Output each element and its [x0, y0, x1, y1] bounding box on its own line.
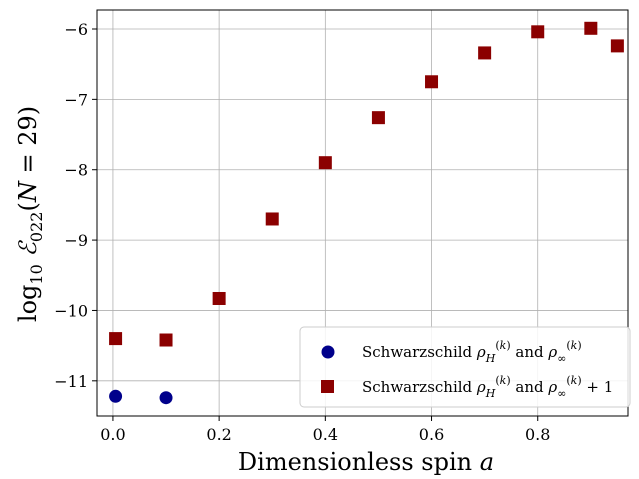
legend-label-series-1: Schwarzschild ρH(k) and ρ∞(k) [362, 339, 582, 365]
data-point-series-1 [109, 389, 123, 403]
data-point-series-2 [425, 75, 439, 89]
data-point-series-2 [610, 39, 624, 53]
y-tick-label: −11 [54, 372, 88, 391]
data-point-series-1 [159, 391, 173, 405]
plot-frame [96, 9, 629, 417]
legend: Schwarzschild ρH(k) and ρ∞(k) Schwarzsch… [299, 326, 631, 408]
data-point-series-2 [159, 333, 173, 347]
data-point-series-2 [478, 46, 492, 60]
y-tick-label: −7 [64, 90, 88, 109]
x-tick-label: 0.2 [206, 425, 231, 444]
y-tick-label: −9 [64, 231, 88, 250]
x-tick-label: 0.0 [100, 425, 125, 444]
data-point-series-2 [531, 25, 545, 39]
legend-marker-circle [321, 345, 335, 359]
data-point-series-2 [265, 212, 279, 226]
data-point-series-2 [212, 291, 226, 305]
x-tick-label: 0.8 [525, 425, 550, 444]
data-point-series-2 [584, 21, 598, 35]
x-tick-label: 0.4 [313, 425, 338, 444]
y-tick-label: −8 [64, 161, 88, 180]
x-tick-label: 0.6 [419, 425, 444, 444]
x-axis-label: Dimensionless spin a [238, 448, 494, 476]
legend-box [299, 326, 631, 408]
data-point-series-2 [318, 156, 332, 170]
legend-marker-square [321, 380, 334, 393]
y-axis-label: log10 ℰ022(N = 29) [14, 106, 46, 322]
axis-ticks: 0.0 0.2 0.4 0.6 0.8 −11 −10 −9 −8 −7 −6 [54, 20, 550, 444]
y-tick-label: −6 [64, 20, 88, 39]
data-point-series-2 [109, 332, 123, 346]
y-tick-label: −10 [54, 301, 88, 320]
data-point-series-2 [371, 111, 385, 125]
data-points [109, 21, 624, 405]
